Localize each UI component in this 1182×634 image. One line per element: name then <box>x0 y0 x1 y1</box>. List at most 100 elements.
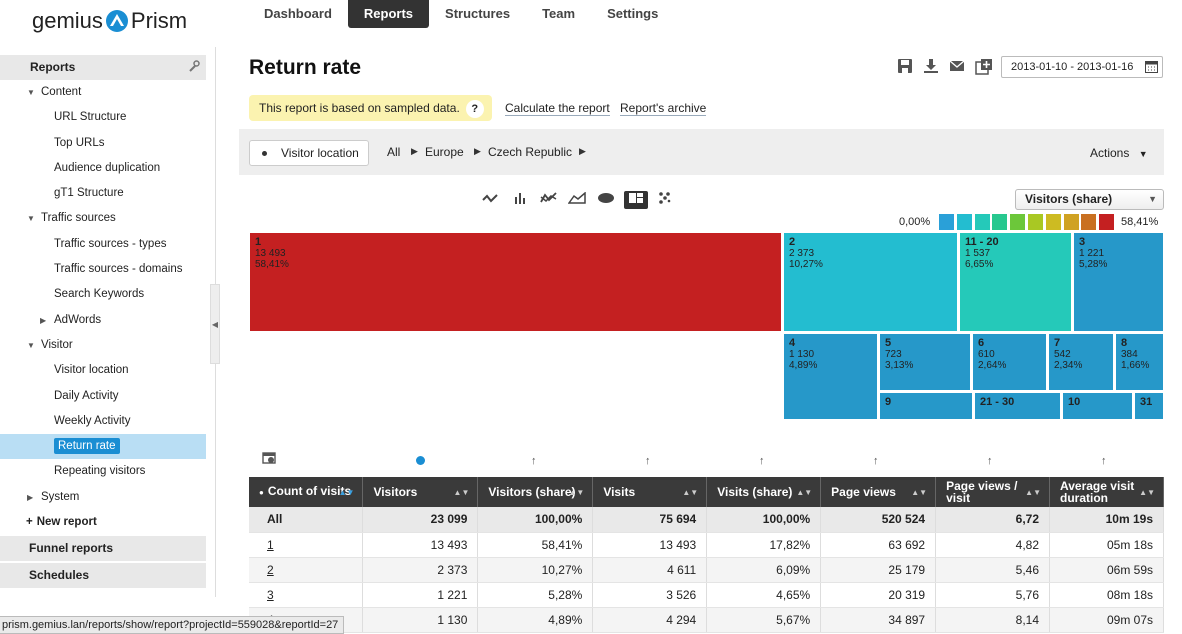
table-cell: 2 <box>249 557 364 583</box>
wrench-icon[interactable] <box>188 55 200 80</box>
column-header-visits-share[interactable]: Visits (share) ▲▼ <box>706 477 822 507</box>
treemap-cell-11-20[interactable]: 11 - 20 1 537 6,65% <box>959 232 1072 332</box>
tab-structures[interactable]: Structures <box>445 6 511 21</box>
arrow-up-icon[interactable]: ↑ <box>873 455 879 467</box>
sidebar-item-adwords[interactable]: ▶ AdWords <box>0 308 215 333</box>
arrow-up-icon[interactable]: ↑ <box>987 455 993 467</box>
download-icon[interactable] <box>923 58 939 74</box>
sidebar-item-visitor-location[interactable]: Visitor location <box>54 364 129 377</box>
sidebar-item-traffic-sources[interactable]: ▼ Traffic sources <box>0 206 215 231</box>
save-icon[interactable] <box>897 58 913 74</box>
triangle-right-icon: ▶ <box>474 146 481 156</box>
tab-settings[interactable]: Settings <box>607 6 659 21</box>
email-icon[interactable] <box>949 58 965 74</box>
tab-reports[interactable]: Reports <box>347 0 430 28</box>
column-header-visitors-share[interactable]: Visitors (share) ▲▼ <box>477 477 594 507</box>
column-header-page-views[interactable]: Page views ▲▼ <box>820 477 937 507</box>
breadcrumb-all[interactable]: All <box>387 145 401 159</box>
calculate-report-link[interactable]: Calculate the report <box>505 101 610 116</box>
table-cell: 3 <box>249 582 364 608</box>
sidebar-item-search-keywords[interactable]: Search Keywords <box>54 288 145 301</box>
treemap-cell-8[interactable]: 8 384 1,66% <box>1115 333 1164 391</box>
sidebar-collapse-handle[interactable]: ◀ <box>210 284 220 364</box>
column-settings-icon[interactable] <box>262 451 276 470</box>
treemap-cell-visitors: 2 373 <box>789 248 815 259</box>
sidebar-item-weekly-activity[interactable]: Weekly Activity <box>54 414 131 427</box>
date-range-picker[interactable]: 2013-01-10 - 2013-01-16 <box>1001 56 1163 78</box>
sidebar-section-schedules[interactable]: Schedules <box>0 563 206 589</box>
help-icon[interactable]: ? <box>465 100 484 118</box>
column-header-average-visit-duration[interactable]: Average visit duration ▲▼ <box>1049 477 1164 507</box>
dimension-selector[interactable]: Visitor location <box>249 140 369 166</box>
line-chart-icon[interactable] <box>480 191 500 209</box>
legend-swatch <box>1028 214 1043 230</box>
map-chart-icon[interactable] <box>596 191 616 209</box>
table-row[interactable]: 1 13 493 58,41% 13 493 17,82% 63 692 4,82 05m 1… <box>249 532 1164 558</box>
sidebar-section-reports[interactable]: Reports <box>0 55 206 80</box>
column-header-visits[interactable]: Visits ▲▼ <box>592 477 708 507</box>
breadcrumb-europe[interactable]: Europe <box>425 145 464 159</box>
sidebar-item-repeating-visitors[interactable]: Repeating visitors <box>54 465 146 478</box>
column-header-page-views-per-visit[interactable]: Page views / visit ▲▼ <box>935 477 1051 507</box>
treemap-chart-icon[interactable] <box>624 191 648 209</box>
gemius-prism-logo[interactable]: gemius Prism <box>32 8 187 34</box>
table-cell: 05m 18s <box>1049 532 1164 558</box>
multi-line-chart-icon[interactable] <box>539 191 559 209</box>
treemap-cell-6[interactable]: 6 610 2,64% <box>972 333 1047 391</box>
active-sort-indicator[interactable] <box>416 456 425 465</box>
arrow-up-icon[interactable]: ↑ <box>531 455 537 467</box>
treemap-cell-9[interactable]: 9 <box>879 392 973 420</box>
treemap-cell-31[interactable]: 31 <box>1134 392 1164 420</box>
sidebar-item-gt1-structure[interactable]: gT1 Structure <box>54 187 124 200</box>
table-cell: 8,14 <box>935 607 1051 633</box>
sidebar-item-content[interactable]: ▼ Content <box>0 80 215 105</box>
report-table: ● Count of visits ▲▼ Visitors ▲▼ Visitors (… <box>249 477 1164 633</box>
column-header-count-of-visits[interactable]: ● Count of visits ▲▼ <box>249 477 364 507</box>
new-report-button[interactable]: + New report <box>0 510 215 535</box>
sort-icon: ▲▼ <box>568 488 585 497</box>
row-drilldown-link[interactable]: 3 <box>267 587 274 602</box>
row-drilldown-link[interactable]: 1 <box>267 537 274 552</box>
actions-menu[interactable]: Actions ▼ <box>1090 146 1148 160</box>
arrow-up-icon[interactable]: ↑ <box>645 455 651 467</box>
report-archive-link[interactable]: Report's archive <box>620 101 707 116</box>
add-to-dashboard-icon[interactable] <box>975 58 992 75</box>
row-drilldown-link[interactable]: 2 <box>267 562 274 577</box>
sidebar-item-audience-duplication[interactable]: Audience duplication <box>54 161 161 174</box>
treemap-cell-1[interactable]: 1 13 493 58,41% <box>249 232 782 332</box>
bar-chart-icon[interactable] <box>510 191 530 209</box>
sidebar-item-traffic-sources-domains[interactable]: Traffic sources - domains <box>54 263 183 276</box>
scatter-chart-icon[interactable] <box>655 191 675 209</box>
sidebar-item-visitor[interactable]: ▼ Visitor <box>0 333 215 358</box>
sidebar-item-traffic-sources-types[interactable]: Traffic sources - types <box>54 237 167 250</box>
treemap-cell-21-30[interactable]: 21 - 30 <box>974 392 1061 420</box>
table-row[interactable]: 3 1 221 5,28% 3 526 4,65% 20 319 5,76 08m 18s <box>249 582 1164 608</box>
table-row[interactable]: 2 2 373 10,27% 4 611 6,09% 25 179 5,46 06m 59s <box>249 557 1164 583</box>
treemap-cell-7[interactable]: 7 542 2,34% <box>1048 333 1114 391</box>
arrow-up-icon[interactable]: ↑ <box>1101 455 1107 467</box>
sidebar-item-daily-activity[interactable]: Daily Activity <box>54 389 119 402</box>
tab-team[interactable]: Team <box>542 6 576 21</box>
column-header-visitors[interactable]: Visitors ▲▼ <box>362 477 479 507</box>
sidebar-item-url-structure[interactable]: URL Structure <box>54 111 127 124</box>
arrow-up-icon[interactable]: ↑ <box>759 455 765 467</box>
sidebar-item-return-rate[interactable]: Return rate <box>0 434 206 460</box>
sidebar-item-top-urls[interactable]: Top URLs <box>54 136 105 149</box>
treemap-cell-10[interactable]: 10 <box>1062 392 1133 420</box>
treemap-cell-5[interactable]: 5 723 3,13% <box>879 333 971 391</box>
table-cell: 5,46 <box>935 557 1051 583</box>
breadcrumb-czech-republic[interactable]: Czech Republic <box>488 145 573 159</box>
sidebar-item-system[interactable]: ▶ System <box>0 485 215 510</box>
metric-dropdown[interactable]: Visitors (share) ▼ <box>1015 189 1164 210</box>
table-cell: 1 130 <box>362 607 479 633</box>
treemap-cell-visitors: 610 <box>978 349 995 360</box>
sidebar-section-funnel-reports[interactable]: Funnel reports <box>0 536 206 562</box>
treemap-cell-label: 2 <box>789 236 796 248</box>
tab-dashboard[interactable]: Dashboard <box>264 6 332 21</box>
area-chart-icon[interactable] <box>567 191 587 209</box>
treemap-cell-share: 58,41% <box>255 259 289 270</box>
